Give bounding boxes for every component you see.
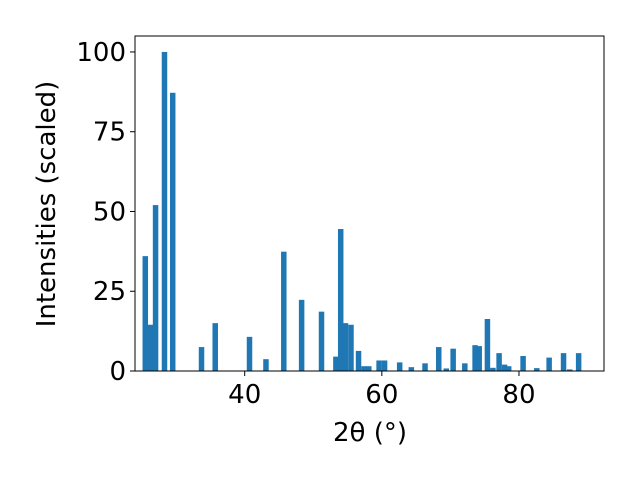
y-tick-label: 0 bbox=[109, 357, 126, 387]
bar bbox=[422, 363, 428, 371]
y-tick-label: 25 bbox=[93, 277, 126, 307]
bar bbox=[333, 356, 339, 371]
y-axis-label: Intensities (scaled) bbox=[32, 81, 62, 328]
bar bbox=[490, 367, 496, 371]
bar bbox=[381, 360, 388, 371]
y-tick-label: 50 bbox=[93, 197, 126, 227]
y-tick-label: 75 bbox=[93, 118, 126, 148]
bar bbox=[520, 356, 526, 371]
bar bbox=[546, 357, 552, 371]
plot-frame bbox=[134, 35, 605, 372]
bar bbox=[246, 336, 253, 371]
bar bbox=[342, 323, 349, 371]
x-axis-label: 2θ (°) bbox=[333, 418, 407, 448]
bar bbox=[169, 92, 176, 371]
bar bbox=[436, 347, 442, 371]
bar bbox=[408, 367, 415, 371]
bar bbox=[560, 353, 567, 371]
bar bbox=[462, 363, 468, 371]
bar bbox=[443, 368, 450, 371]
bar bbox=[198, 347, 205, 371]
x-tick-label: 40 bbox=[228, 380, 261, 410]
bar bbox=[484, 319, 491, 371]
bar bbox=[575, 353, 582, 371]
bar bbox=[361, 366, 367, 371]
bar bbox=[263, 359, 269, 371]
bar bbox=[472, 345, 478, 371]
bar bbox=[476, 346, 482, 371]
y-tick-label: 100 bbox=[76, 38, 126, 68]
bar bbox=[337, 229, 344, 371]
bar bbox=[534, 368, 540, 371]
bar bbox=[366, 366, 372, 371]
bar bbox=[152, 205, 159, 371]
bar bbox=[355, 350, 362, 371]
bar bbox=[298, 299, 305, 371]
bar bbox=[396, 362, 403, 371]
bar bbox=[142, 256, 149, 371]
bar bbox=[501, 364, 508, 371]
bar bbox=[212, 323, 218, 371]
bar bbox=[148, 324, 154, 371]
x-tick-label: 60 bbox=[365, 380, 398, 410]
bar bbox=[348, 324, 354, 371]
x-axis: 40 60 80 bbox=[228, 371, 536, 410]
bar bbox=[161, 51, 168, 371]
bar bbox=[566, 369, 573, 371]
bar-series bbox=[142, 51, 582, 371]
bar bbox=[505, 366, 512, 371]
x-tick-label: 80 bbox=[502, 380, 535, 410]
y-axis: 0 25 50 75 100 bbox=[76, 38, 135, 387]
bar bbox=[496, 353, 502, 371]
bar bbox=[376, 360, 382, 371]
bar bbox=[318, 311, 325, 371]
bar bbox=[281, 251, 287, 371]
bar bbox=[450, 348, 456, 371]
